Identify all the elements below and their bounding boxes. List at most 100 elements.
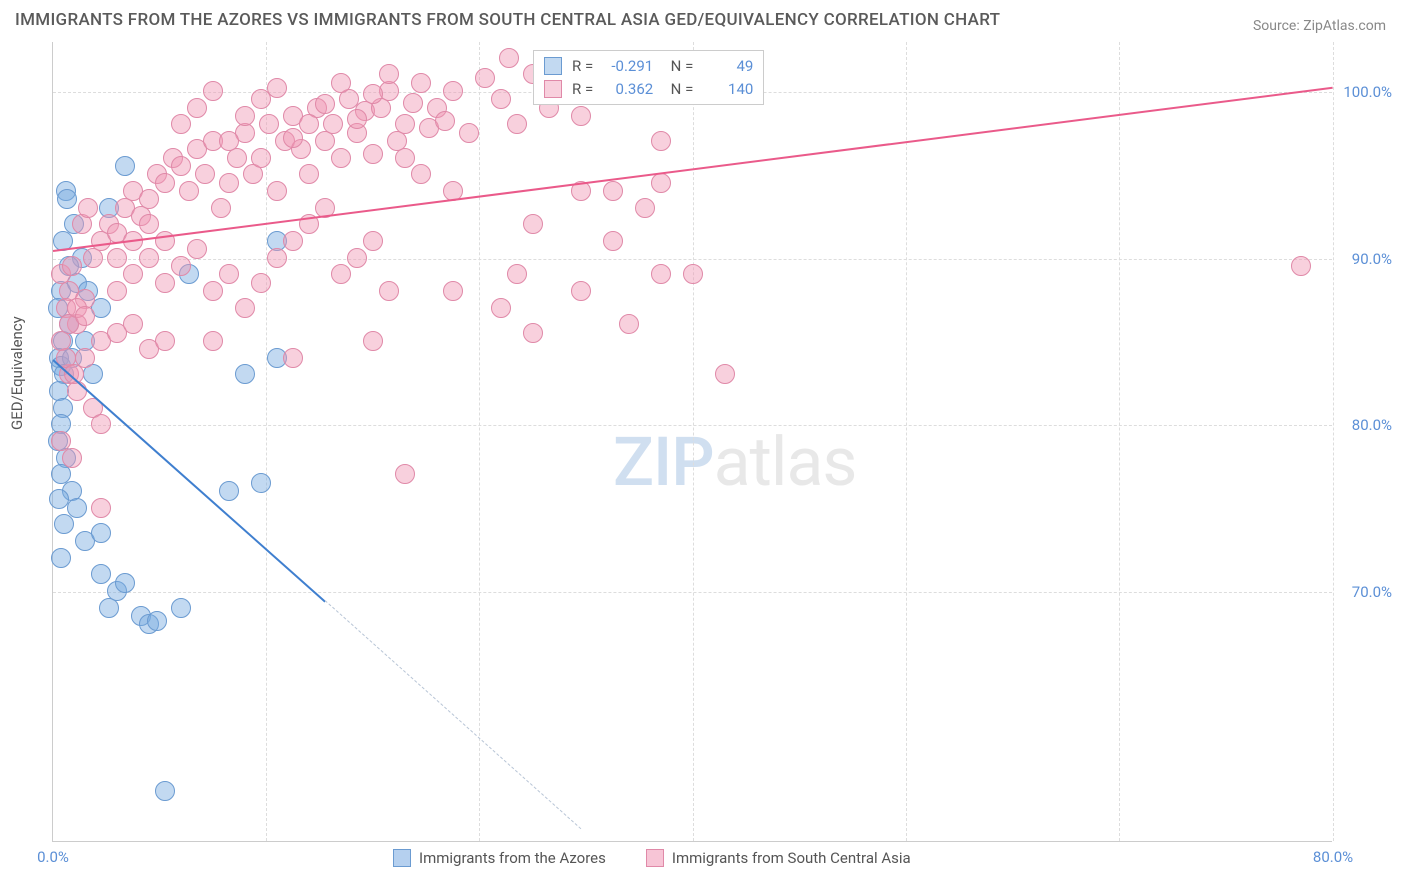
scatter-point <box>315 94 335 114</box>
legend-n-label: N = <box>663 55 693 78</box>
legend-swatch <box>646 849 664 867</box>
scatter-point <box>187 98 207 118</box>
chart-title: IMMIGRANTS FROM THE AZORES VS IMMIGRANTS… <box>15 10 1000 30</box>
scatter-point <box>299 164 319 184</box>
scatter-point <box>283 128 303 148</box>
gridline-vertical <box>1333 42 1334 841</box>
legend-r-value: -0.291 <box>603 55 653 78</box>
scatter-point <box>155 331 175 351</box>
scatter-point <box>203 81 223 101</box>
scatter-point <box>251 273 271 293</box>
legend-n-value: 49 <box>703 55 753 78</box>
gridline-vertical <box>693 42 694 841</box>
scatter-point <box>363 231 383 251</box>
scatter-point <box>54 514 74 534</box>
scatter-point <box>507 114 527 134</box>
scatter-point <box>651 131 671 151</box>
scatter-point <box>211 198 231 218</box>
scatter-point <box>91 564 111 584</box>
scatter-point <box>443 81 463 101</box>
scatter-point <box>171 114 191 134</box>
scatter-point <box>267 248 287 268</box>
scatter-point <box>395 148 415 168</box>
legend-r-label: R = <box>572 55 593 78</box>
scatter-point <box>379 64 399 84</box>
scatter-point <box>67 498 87 518</box>
scatter-point <box>331 148 351 168</box>
scatter-point <box>299 114 319 134</box>
scatter-point <box>363 331 383 351</box>
scatter-point <box>171 598 191 618</box>
scatter-point <box>347 109 367 129</box>
scatter-point <box>91 523 111 543</box>
scatter-point <box>347 248 367 268</box>
legend-n-value: 140 <box>703 78 753 101</box>
scatter-point <box>499 48 519 68</box>
scatter-point <box>571 281 591 301</box>
y-tick-label: 80.0% <box>1337 416 1392 434</box>
x-tick-label: 0.0% <box>37 848 69 866</box>
gridline-vertical <box>906 42 907 841</box>
gridline-vertical <box>1119 42 1120 841</box>
scatter-point <box>139 248 159 268</box>
scatter-point <box>283 348 303 368</box>
scatter-point <box>411 164 431 184</box>
scatter-point <box>411 73 431 93</box>
scatter-point <box>219 481 239 501</box>
scatter-point <box>491 298 511 318</box>
scatter-point <box>57 189 77 209</box>
scatter-point <box>267 181 287 201</box>
scatter-point <box>155 273 175 293</box>
x-tick-label: 80.0% <box>1313 848 1353 866</box>
y-tick-label: 70.0% <box>1337 583 1392 601</box>
scatter-point <box>107 248 127 268</box>
scatter-point <box>235 106 255 126</box>
legend-item: Immigrants from the Azores <box>393 849 606 867</box>
scatter-point <box>1291 256 1311 276</box>
legend-n-label: N = <box>663 78 693 101</box>
legend-r-label: R = <box>572 78 593 101</box>
legend-item-label: Immigrants from the Azores <box>419 849 606 867</box>
scatter-point <box>51 548 71 568</box>
scatter-point <box>523 323 543 343</box>
scatter-point <box>235 298 255 318</box>
scatter-point <box>331 264 351 284</box>
scatter-point <box>91 498 111 518</box>
scatter-point <box>491 89 511 109</box>
scatter-point <box>62 256 82 276</box>
scatter-point <box>251 148 271 168</box>
scatter-point <box>91 414 111 434</box>
scatter-point <box>195 164 215 184</box>
y-tick-label: 100.0% <box>1337 83 1392 101</box>
legend-swatch <box>393 849 411 867</box>
scatter-point <box>78 198 98 218</box>
scatter-point <box>123 314 143 334</box>
scatter-point <box>403 93 423 113</box>
scatter-point <box>203 331 223 351</box>
scatter-point <box>115 156 135 176</box>
scatter-point <box>571 106 591 126</box>
chart-plot-area: ZIPatlas 70.0%80.0%90.0%100.0%0.0%80.0%R… <box>52 42 1332 842</box>
scatter-point <box>363 144 383 164</box>
scatter-point <box>123 264 143 284</box>
gridline-vertical <box>479 42 480 841</box>
scatter-point <box>67 381 87 401</box>
scatter-point <box>635 198 655 218</box>
legend-row: R = -0.291 N = 49 <box>544 55 753 78</box>
scatter-point <box>115 573 135 593</box>
source-attribution: Source: ZipAtlas.com <box>1253 18 1386 34</box>
scatter-point <box>259 114 279 134</box>
scatter-point <box>139 189 159 209</box>
scatter-point <box>147 611 167 631</box>
scatter-point <box>651 264 671 284</box>
scatter-point <box>683 264 703 284</box>
legend-item: Immigrants from South Central Asia <box>646 849 911 867</box>
scatter-point <box>75 306 95 326</box>
scatter-point <box>203 281 223 301</box>
scatter-point <box>475 68 495 88</box>
legend-swatch <box>544 57 562 75</box>
trend-line-extrapolated <box>325 600 582 829</box>
scatter-point <box>379 281 399 301</box>
scatter-point <box>507 264 527 284</box>
scatter-point <box>219 173 239 193</box>
